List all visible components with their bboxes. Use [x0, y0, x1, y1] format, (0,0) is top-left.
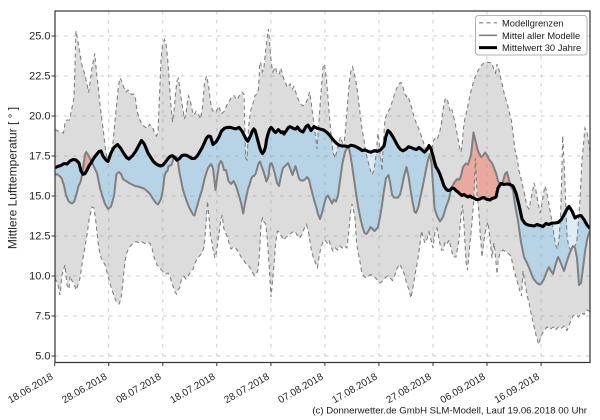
svg-text:Modellgrenzen: Modellgrenzen	[502, 17, 564, 28]
svg-text:15.0: 15.0	[29, 191, 50, 203]
svg-text:(c) Donnerwetter.de GmbH SLM-M: (c) Donnerwetter.de GmbH SLM-Modell, Lau…	[312, 406, 587, 417]
svg-text:Mittel aller Modelle: Mittel aller Modelle	[502, 30, 580, 41]
svg-text:22.5: 22.5	[29, 71, 50, 83]
svg-text:17.5: 17.5	[29, 151, 50, 163]
svg-text:20.0: 20.0	[29, 111, 50, 123]
svg-text:Mittelwert 30 Jahre: Mittelwert 30 Jahre	[502, 42, 581, 53]
svg-text:25.0: 25.0	[29, 31, 50, 43]
svg-text:7.5: 7.5	[35, 311, 50, 323]
svg-text:10.0: 10.0	[29, 271, 50, 283]
svg-text:Mittlere Lufttemperatur [ ° ]: Mittlere Lufttemperatur [ ° ]	[6, 107, 20, 249]
svg-text:5.0: 5.0	[35, 351, 50, 363]
svg-text:12.5: 12.5	[29, 231, 50, 243]
